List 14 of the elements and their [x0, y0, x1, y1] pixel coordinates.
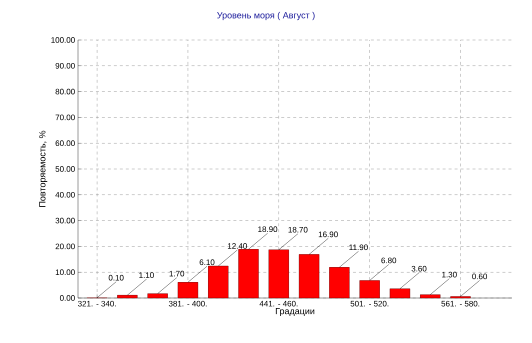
bar [329, 267, 350, 298]
bar [238, 249, 259, 298]
bar [147, 293, 168, 298]
y-axis-title: Повторяемость, % [39, 130, 48, 207]
chart-title: Уровень моря ( Август ) [217, 12, 315, 20]
bar [420, 294, 440, 298]
bar [359, 280, 380, 298]
bar [268, 250, 289, 298]
x-axis-title: Градации [276, 308, 314, 316]
bar [208, 266, 228, 298]
bar [298, 254, 320, 298]
bar [178, 282, 198, 298]
bar [390, 288, 410, 298]
bar [117, 294, 138, 298]
